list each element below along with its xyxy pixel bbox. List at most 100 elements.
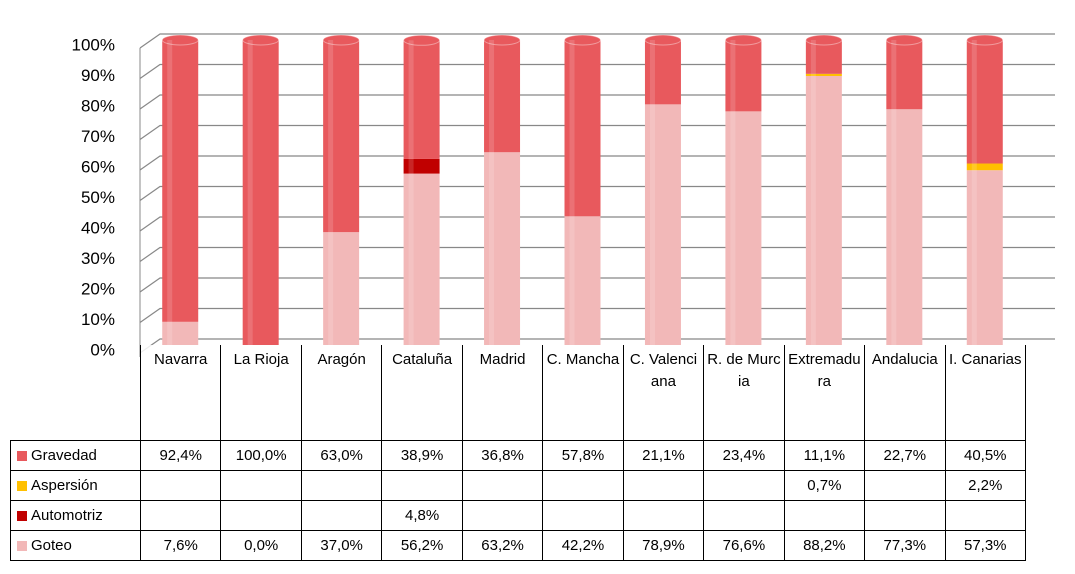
cylinder-shine (167, 40, 173, 345)
cylinder-cap (564, 34, 601, 46)
y-tick-label: 10% (81, 310, 115, 329)
legend-swatch (17, 480, 27, 491)
bar-segment (484, 40, 521, 153)
table-cell (220, 500, 302, 531)
category-label: Extremadura (783, 345, 866, 441)
legend-label: Automotriz (31, 507, 103, 524)
cylinder-cap (805, 34, 843, 46)
value-label: 22,7% (864, 440, 946, 471)
cylinder-shine (569, 40, 575, 345)
legend-swatch (17, 540, 27, 551)
cylinder-cap (885, 34, 923, 46)
legend-entry: Gravedad (10, 440, 141, 471)
bar-segment (403, 158, 440, 174)
table-cell (461, 470, 544, 501)
bar-segment (966, 170, 1003, 345)
y-tick-label: 20% (81, 279, 115, 298)
bar-segment (805, 73, 842, 76)
bar-segment (484, 152, 521, 345)
bar-segment (242, 40, 279, 345)
category-label: La Rioja (220, 345, 302, 441)
category-label: Navarra (140, 345, 222, 441)
bar-segment (564, 40, 601, 217)
value-label: 77,3% (864, 530, 946, 561)
y-tick-label: 40% (81, 218, 115, 237)
cylinder-cap (483, 34, 521, 46)
cylinder-cap (403, 34, 441, 46)
table-cell (220, 470, 302, 501)
bar-segment (564, 216, 601, 345)
value-label: 2,2% (944, 470, 1026, 501)
value-label: 11,1% (783, 440, 866, 471)
cylinder-cap (966, 34, 1004, 46)
cylinder-cap (644, 34, 682, 46)
value-label: 88,2% (783, 530, 866, 561)
legend-label: Gravedad (31, 447, 97, 464)
category-label: C. Valenciana (622, 345, 705, 441)
bar-segment (886, 109, 923, 345)
cylinder-shine (971, 40, 977, 345)
table-cell (944, 500, 1026, 531)
table-cell (140, 470, 222, 501)
value-label: 42,2% (542, 530, 624, 561)
grid-line (139, 33, 1055, 49)
value-label: 57,8% (542, 440, 624, 471)
cylinder-cap (161, 34, 199, 46)
y-tick-label: 90% (81, 66, 115, 85)
value-label: 7,6% (140, 530, 222, 561)
value-label: 63,2% (461, 530, 544, 561)
bar-segment (805, 75, 842, 346)
value-label: 76,6% (703, 530, 785, 561)
legend-swatch (17, 450, 27, 461)
y-tick-label: 60% (81, 157, 115, 176)
bar-segment (403, 173, 440, 345)
table-cell (542, 500, 624, 531)
category-label: Aragón (300, 345, 383, 441)
category-label: Cataluña (381, 345, 463, 441)
table-cell (381, 470, 463, 501)
y-tick-label: 50% (81, 188, 115, 207)
category-label: C. Mancha (542, 345, 624, 441)
bar-segment (966, 163, 1003, 171)
value-label: 4,8% (381, 500, 463, 531)
legend-swatch (17, 510, 27, 521)
legend-entry: Aspersión (10, 470, 141, 501)
value-label: 92,4% (140, 440, 222, 471)
cylinder-shine (810, 40, 816, 345)
y-tick-label: 0% (90, 340, 115, 359)
value-label: 56,2% (381, 530, 463, 561)
y-tick-label: 70% (81, 127, 115, 146)
value-label: 23,4% (703, 440, 785, 471)
legend-label: Goteo (31, 537, 72, 554)
value-label: 57,3% (944, 530, 1026, 561)
y-tick-label: 80% (81, 96, 115, 115)
value-label: 78,9% (622, 530, 705, 561)
value-label: 0,0% (220, 530, 302, 561)
category-label: Andalucia (864, 345, 946, 441)
cylinder-cap (322, 34, 360, 46)
cylinder-shine (408, 40, 414, 346)
table-cell (703, 500, 785, 531)
table-cell (622, 500, 705, 531)
bar-segment (966, 40, 1003, 164)
value-label: 0,7% (783, 470, 866, 501)
table-cell (622, 470, 705, 501)
cylinder-shine (328, 40, 334, 345)
cylinder-shine (730, 40, 736, 345)
table-cell (300, 500, 383, 531)
table-cell (783, 500, 866, 531)
bar-segment (805, 40, 842, 74)
legend-entry: Goteo (10, 530, 141, 561)
value-label: 38,9% (381, 440, 463, 471)
category-label: Madrid (461, 345, 544, 441)
value-label: 63,0% (300, 440, 383, 471)
bar-segment (644, 104, 681, 345)
category-label: R. de Murcia (703, 345, 785, 441)
category-label: I. Canarias (944, 345, 1026, 441)
legend-label: Aspersión (31, 477, 98, 494)
bar-segment (886, 40, 923, 110)
table-cell (864, 470, 946, 501)
y-tick-label: 30% (81, 249, 115, 268)
table-cell (140, 500, 222, 531)
value-label: 21,1% (622, 440, 705, 471)
